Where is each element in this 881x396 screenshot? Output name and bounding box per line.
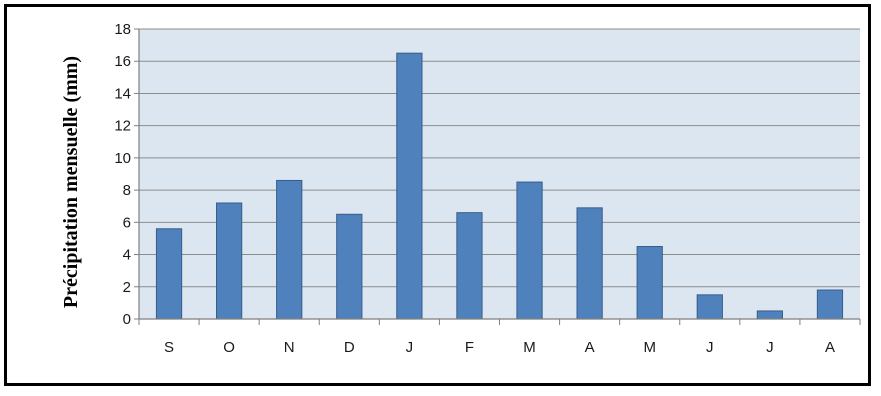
- bar-chart: 0 2 4 6 8 10 12 14 16 18 S O N D J F M A M J J A Précipitati…: [60, 21, 861, 356]
- bar: [636, 246, 663, 320]
- y-tick-label: 12: [114, 118, 131, 135]
- gridlines: [134, 28, 861, 325]
- y-tick-label: 2: [123, 279, 131, 296]
- plot-area: [139, 29, 860, 319]
- y-tick-labels: 0 2 4 6 8 10 12 14 16 18: [114, 21, 131, 328]
- y-tick-label: 4: [123, 247, 131, 264]
- x-tick-label: J: [766, 339, 774, 356]
- x-tick-label: N: [284, 339, 295, 356]
- x-tick-label: D: [344, 339, 355, 356]
- bars: [155, 52, 844, 320]
- x-tick-label: O: [223, 339, 235, 356]
- bar: [516, 181, 543, 320]
- bar: [816, 289, 844, 320]
- axes: [138, 29, 860, 320]
- bar: [276, 179, 303, 320]
- bar: [456, 212, 483, 320]
- y-axis-label: Précipitation mensuelle (mm): [60, 56, 82, 308]
- y-tick-label: 8: [123, 182, 131, 199]
- x-tick-label: A: [585, 339, 595, 356]
- bar: [756, 310, 783, 320]
- bar: [396, 52, 423, 320]
- bar: [216, 202, 243, 320]
- bar: [336, 213, 363, 320]
- bar: [696, 294, 723, 320]
- x-tick-label: M: [643, 339, 656, 356]
- bar: [155, 228, 183, 320]
- y-tick-label: 6: [123, 214, 131, 231]
- y-tick-label: 14: [114, 85, 131, 102]
- y-tick-label: 16: [114, 53, 131, 70]
- bar: [576, 207, 603, 320]
- x-tick-label: M: [523, 339, 536, 356]
- chart-frame: 0 2 4 6 8 10 12 14 16 18 S O N D J F M A M J J A Précipitati…: [4, 4, 871, 386]
- x-tick-label: J: [406, 339, 414, 356]
- x-tick-label: F: [465, 339, 474, 356]
- x-tick-label: J: [706, 339, 714, 356]
- x-tick-label: A: [825, 339, 835, 356]
- x-tick-label: S: [164, 339, 174, 356]
- y-tick-label: 10: [114, 150, 131, 167]
- y-tick-label: 0: [123, 311, 131, 328]
- y-tick-label: 18: [114, 21, 131, 38]
